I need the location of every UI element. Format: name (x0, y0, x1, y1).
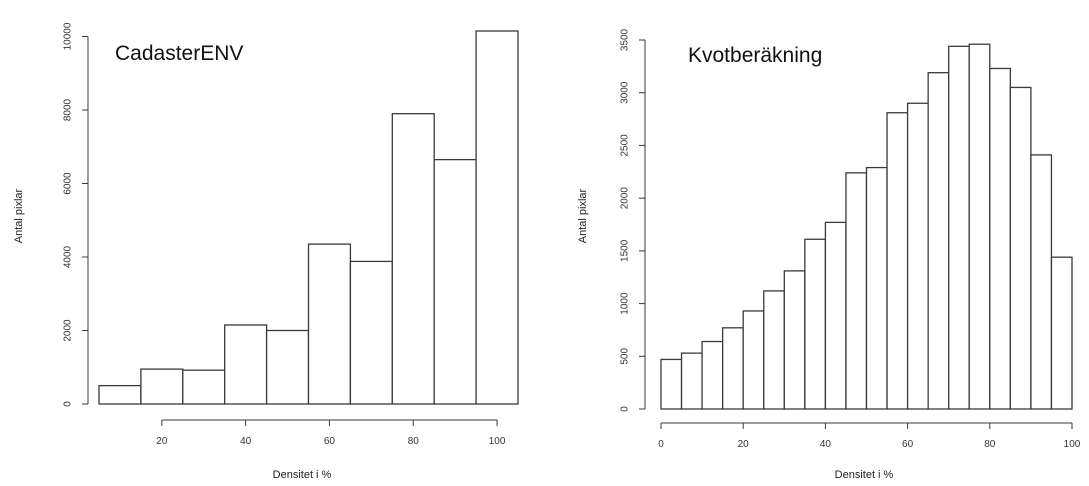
x-tick-label: 80 (408, 436, 420, 447)
y-tick-label: 3000 (620, 81, 631, 104)
y-tick-label: 500 (620, 348, 631, 365)
histogram-bar (702, 342, 723, 409)
chart-title: CadasterENV (115, 42, 243, 65)
histogram-bar (1031, 155, 1052, 409)
x-tick-label: 100 (1064, 439, 1081, 450)
y-tick-label: 1000 (620, 292, 631, 315)
y-tick-label: 1500 (620, 239, 631, 262)
y-axis-title: Antal pixlar (13, 188, 25, 243)
histogram-bar (969, 44, 990, 409)
histogram-bar (949, 46, 970, 409)
histogram-bar (350, 261, 392, 404)
x-tick-label: 60 (902, 439, 914, 450)
histogram-bar (434, 160, 476, 404)
histogram-bar (743, 311, 764, 409)
x-axis-title: Densitet i % (835, 469, 894, 481)
histogram-bar (805, 239, 826, 409)
x-tick-label: 20 (738, 439, 750, 450)
histogram-bar (476, 31, 518, 404)
histogram-bar (392, 114, 434, 404)
y-tick-label: 3500 (620, 28, 631, 51)
histogram-bar (928, 73, 949, 409)
y-tick-label: 2000 (63, 319, 74, 342)
kvotberakning-histogram: 0 20 40 60 80 1000500100015002000250030003500… (577, 28, 1081, 481)
x-tick-label: 100 (489, 436, 506, 447)
histogram-bar (723, 328, 744, 409)
chart-title: Kvotberäkning (688, 44, 822, 67)
x-tick-label: 0 (658, 439, 664, 450)
histogram-bar (764, 291, 785, 409)
y-tick-label: 0 (63, 401, 74, 407)
histogram-bar (1051, 257, 1072, 409)
histogram-bar (183, 370, 225, 404)
histogram-bar (846, 173, 867, 409)
x-tick-label: 20 (156, 436, 168, 447)
y-tick-label: 0 (620, 406, 631, 412)
histogram-bar (990, 68, 1011, 409)
histogram-bar (267, 331, 309, 405)
x-tick-label: 60 (324, 436, 336, 447)
y-tick-label: 2000 (620, 187, 631, 210)
histogram-bar (784, 271, 805, 409)
histogram-bar (1010, 87, 1031, 409)
cadasterenv-histogram: 20 40 60 80 100 0 2000 4000 6000 8000 10000 Densite… (13, 22, 518, 481)
y-tick-label: 4000 (63, 245, 74, 268)
histogram-bar (661, 359, 682, 409)
histogram-bar (309, 244, 351, 404)
x-tick-label: 40 (820, 439, 832, 450)
x-axis-title: Densitet i % (273, 469, 332, 481)
histogram-bar (825, 222, 846, 409)
histogram-bar (867, 168, 888, 409)
y-tick-label: 2500 (620, 134, 631, 157)
y-tick-label: 6000 (63, 172, 74, 195)
y-tick-label: 10000 (63, 22, 74, 50)
histogram-bar (141, 369, 183, 404)
x-tick-label: 80 (984, 439, 996, 450)
histogram-bar (908, 103, 929, 409)
y-tick-label: 8000 (63, 98, 74, 121)
histogram-bar (99, 386, 141, 404)
histogram-bar (887, 113, 908, 409)
x-tick-label: 40 (240, 436, 252, 447)
histogram-bar (225, 325, 267, 404)
y-axis-title: Antal pixlar (577, 188, 589, 243)
histogram-bar (682, 353, 703, 409)
